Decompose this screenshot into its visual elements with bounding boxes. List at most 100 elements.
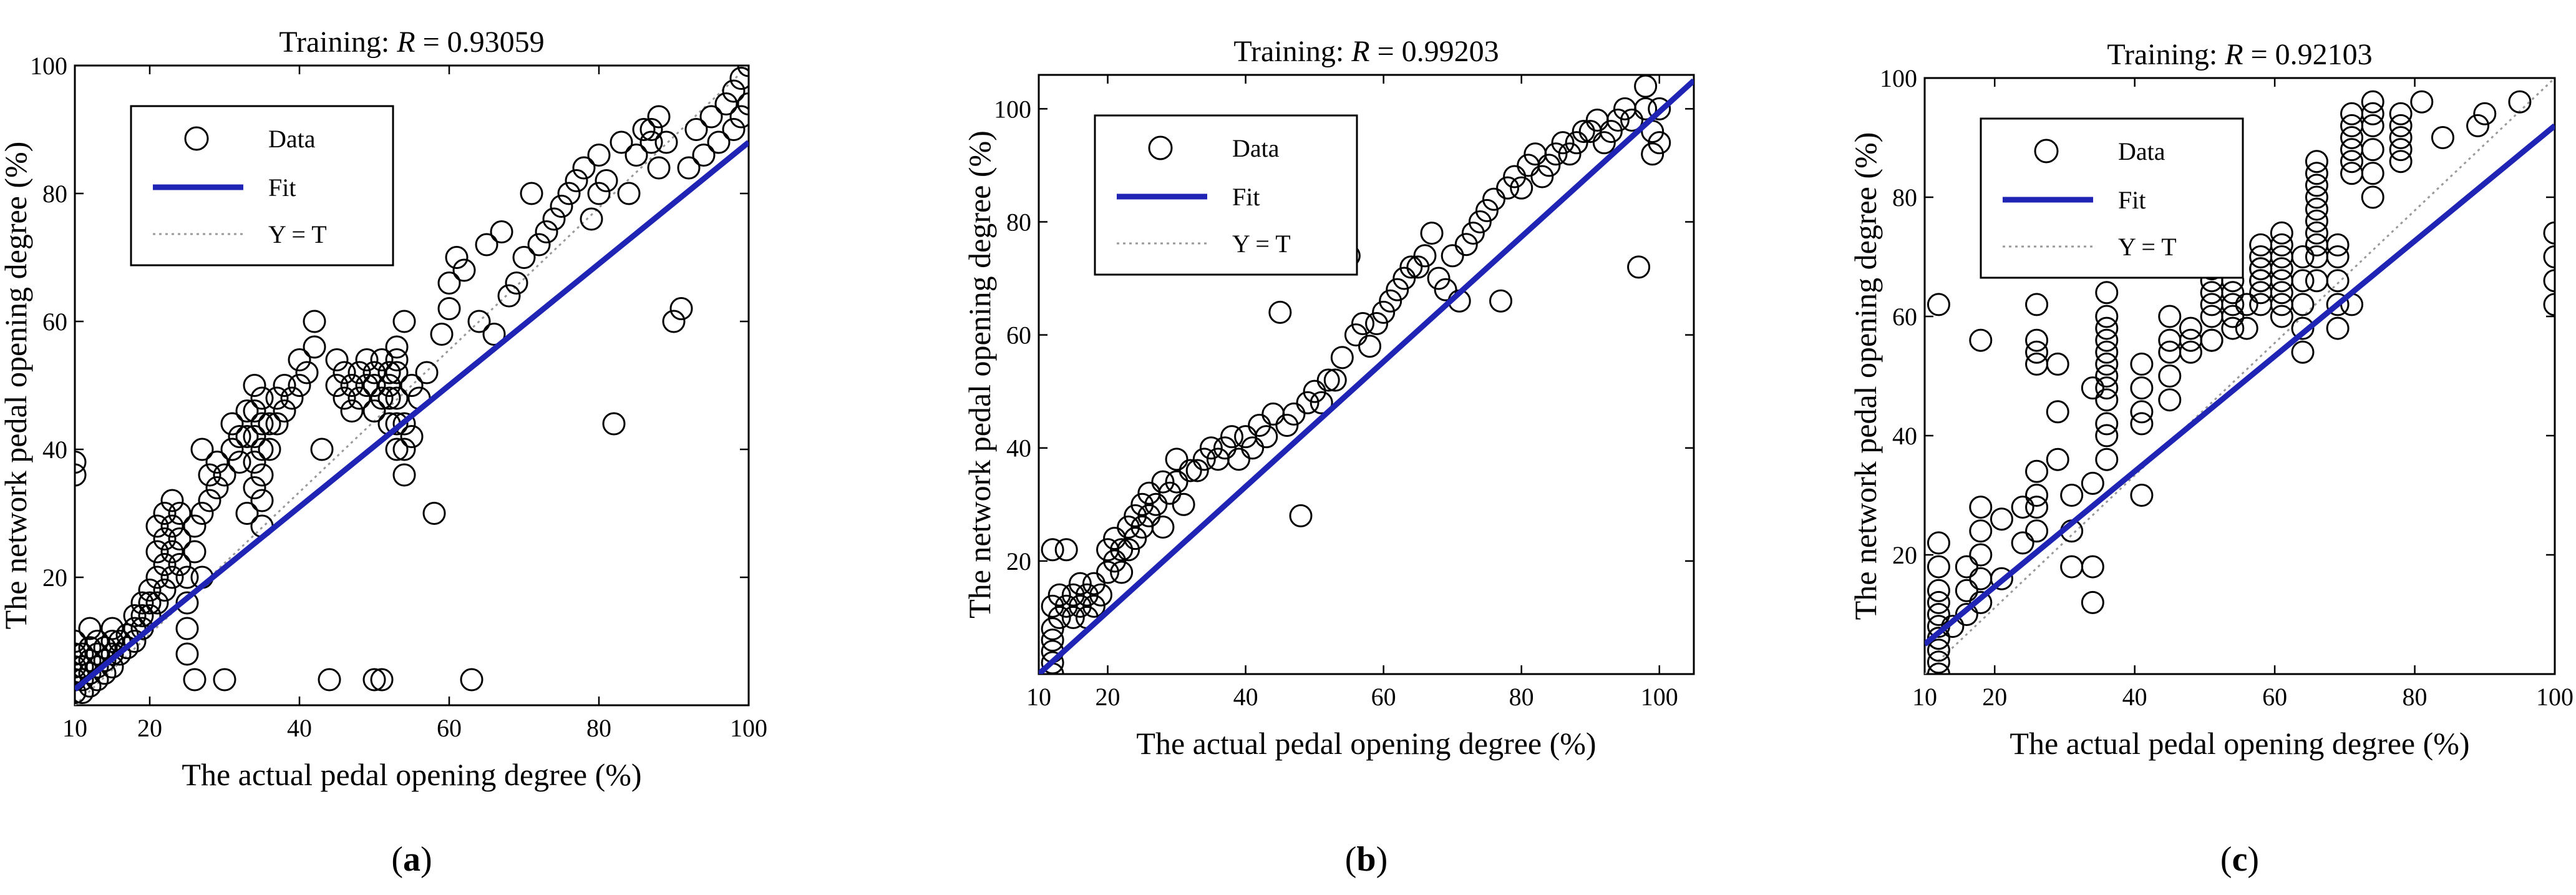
data-point (2095, 388, 2119, 412)
data-point (2291, 245, 2315, 268)
data-point (250, 489, 274, 512)
data-point (1041, 538, 1064, 562)
data-point (1227, 448, 1251, 471)
data-point (370, 348, 394, 371)
data-point (662, 310, 686, 333)
data-point (198, 489, 221, 512)
data-point (362, 361, 386, 384)
data-point (228, 425, 251, 448)
data-point (1344, 323, 1368, 347)
data-point (2305, 197, 2328, 221)
data-point (1955, 603, 1978, 626)
data-point (1158, 481, 1182, 505)
x-tick-label: 40 (287, 714, 312, 742)
x-tick-label: 40 (1233, 683, 1258, 711)
x-tick-label: 80 (1509, 683, 1534, 711)
data-point (1969, 496, 1993, 519)
data-point (1592, 131, 1616, 155)
data-point (422, 502, 446, 525)
y-tick-label: 60 (1006, 321, 1031, 350)
legend-box (130, 105, 394, 267)
data-point (303, 335, 326, 359)
data-point (505, 271, 528, 295)
data-point (1172, 492, 1195, 516)
data-point (370, 386, 394, 410)
x-tick-label: 100 (730, 714, 767, 742)
data-point (2431, 126, 2454, 149)
data-point (1537, 154, 1561, 177)
data-point (1358, 335, 1382, 358)
data-point (318, 668, 341, 692)
data-point (160, 514, 184, 538)
data-point (475, 233, 498, 257)
data-point (243, 374, 266, 397)
y-tick-label: 80 (1892, 183, 1917, 212)
data-point (265, 386, 289, 410)
data-point (205, 476, 229, 499)
data-point (2361, 90, 2384, 114)
x-tick-label: 80 (586, 714, 611, 742)
data-point (243, 451, 266, 474)
data-point (1927, 590, 1950, 614)
data-point (1082, 572, 1106, 595)
data-point (1110, 560, 1134, 584)
data-point (2291, 340, 2315, 364)
data-point (400, 425, 424, 448)
data-point (175, 565, 199, 589)
legend-label: Fit (1232, 183, 1260, 211)
panel-label-letter: a (403, 840, 420, 879)
data-point (490, 220, 513, 243)
data-point (1165, 448, 1188, 471)
data-point (2025, 484, 2049, 507)
plot-content (1925, 78, 2555, 674)
data-point (1454, 233, 1478, 257)
data-point (2543, 269, 2555, 293)
panel-label-close: ) (2247, 840, 2259, 879)
data-point (160, 489, 184, 512)
data-point (587, 144, 611, 167)
data-point (1248, 414, 1271, 438)
data-point (2158, 364, 2182, 388)
data-point (2081, 590, 2104, 614)
data-point (145, 591, 169, 615)
y-axis-label: The network pedal opening degree (%) (0, 142, 33, 630)
data-point (1068, 594, 1092, 618)
data-point (2270, 281, 2293, 305)
data-point (168, 527, 192, 550)
legend-label: Data (268, 125, 316, 153)
data-point (2095, 412, 2119, 436)
data-point (1275, 414, 1299, 438)
data-point (639, 118, 663, 141)
data-point (1185, 459, 1209, 482)
data-point (572, 156, 596, 180)
data-point (1137, 504, 1161, 527)
data-point (175, 617, 199, 640)
chart-title: Training: R = 0.92103 (2107, 38, 2372, 71)
identity-line (1925, 78, 2555, 674)
y-tick-label: 80 (42, 180, 67, 208)
data-point (288, 348, 311, 371)
data-point (100, 630, 124, 653)
data-point (2291, 269, 2315, 293)
data-point (520, 182, 543, 205)
chart-title: Training: R = 0.93059 (279, 26, 544, 59)
chart-title: Training: R = 0.99203 (1233, 35, 1499, 68)
title-variable: R (2224, 38, 2243, 71)
data-point (1530, 165, 1554, 188)
data-point (160, 540, 184, 564)
data-point (130, 591, 154, 615)
data-point (1041, 594, 1064, 618)
data-point (1606, 108, 1630, 132)
data-point (1558, 142, 1582, 166)
data-point (1927, 662, 1950, 674)
data-point (2361, 138, 2384, 162)
data-point (377, 386, 401, 410)
data-point (527, 233, 551, 257)
data-point (1648, 97, 1671, 120)
data-point (692, 144, 716, 167)
data-point (1282, 402, 1306, 426)
data-point (2221, 293, 2245, 316)
data-point (198, 463, 221, 487)
data-point (183, 668, 207, 692)
